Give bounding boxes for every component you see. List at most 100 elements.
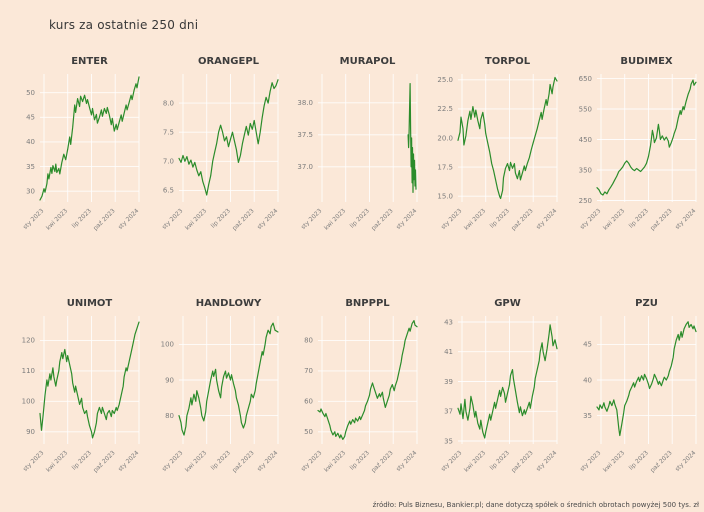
x-tick-label: paź 2023 [92,207,117,232]
y-tick-label: 37 [444,408,453,416]
chart-svg-unimot: 120 110 100 90 sty 2023 kwi 2023 lip 2023 paź 2… [22,298,141,474]
x-tick-label: kwi 2023 [45,207,69,231]
x-tick-label: paź 2023 [649,207,674,232]
y-tick-label: 37.5 [298,131,314,139]
x-tick-label: sty 2023 [300,207,324,231]
y-tick-label: 20.0 [437,134,453,142]
price-line [456,76,558,200]
y-tick-label: 50 [304,428,313,436]
x-tick-label: lip 2023 [210,207,232,229]
x-tick-label: sty 2023 [161,449,185,473]
price-line [39,76,140,201]
x-tick-label: kwi 2023 [602,449,626,473]
y-tick-label: 39 [444,378,453,386]
chart-svg-enter: 50 45 40 35 30 sty 2023 kwi 2023 lip 2023 paź 20… [22,56,141,232]
chart-title: GPW [494,298,521,309]
x-tick-label: sty 2023 [22,449,46,473]
y-tick-label: 8.0 [163,99,174,107]
chart-title: BUDIMEX [620,56,673,67]
x-tick-label: kwi 2023 [463,207,487,231]
x-tick-label: paź 2023 [649,449,674,474]
chart-panel-handlowy: 100 90 80 sty 2023 kwi 2023 lip 2023 paź 2023 s… [145,294,284,480]
price-line [178,79,279,196]
x-tick-label: kwi 2023 [463,449,487,473]
chart-panel-gpw: 43 41 39 37 35 sty 2023 kwi 2023 lip 2023 paź 20… [424,294,563,480]
y-tick-label: 15.0 [437,193,453,201]
chart-panel-murapol: 38.0 37.5 37.0 sty 2023 kwi 2023 lip 2023 paź … [284,52,423,238]
price-line [596,321,697,437]
x-tick-label: sty 2023 [439,207,463,231]
chart-title: ENTER [71,56,108,67]
x-tick-label: kwi 2023 [184,449,208,473]
x-tick-label: sty 2023 [300,449,324,473]
x-tick-label: lip 2023 [628,207,650,229]
y-tick-label: 35 [26,163,35,171]
x-tick-label: sty 2023 [161,207,185,231]
chart-panel-enter: 50 45 40 35 30 sty 2023 kwi 2023 lip 2023 paź 20… [6,52,145,238]
x-tick-label: kwi 2023 [602,207,626,231]
y-tick-label: 25.0 [437,76,453,84]
chart-svg-torpol: 25.0 22.5 20.0 17.5 15.0 sty 2023 kwi 2023 lip … [437,56,558,232]
y-tick-label: 650 [578,75,591,83]
y-tick-label: 120 [22,337,35,345]
x-tick-label: paź 2023 [510,449,535,474]
chart-panel-budimex: 650 550 450 350 250 sty 2023 kwi 2023 lip 2023 p… [563,52,702,238]
y-tick-label: 50 [26,89,35,97]
y-tick-label: 40 [583,376,592,384]
chart-title: TORPOL [484,56,530,67]
x-tick-label: kwi 2023 [323,207,347,231]
price-line [178,322,279,436]
x-tick-label: lip 2023 [349,207,371,229]
y-tick-label: 100 [22,398,35,406]
y-tick-label: 45 [583,341,592,349]
y-tick-label: 35 [444,437,453,445]
y-tick-label: 100 [161,341,174,349]
chart-svg-bnpppl: 80 70 60 50 sty 2023 kwi 2023 lip 2023 paź 2023… [300,298,419,474]
x-tick-label: sty 2023 [579,449,603,473]
x-tick-label: kwi 2023 [45,449,69,473]
y-tick-label: 250 [578,197,591,205]
chart-title: MURAPOL [340,56,396,67]
y-tick-label: 7.0 [163,158,174,166]
x-tick-label: lip 2023 [349,449,371,471]
y-tick-label: 80 [304,337,313,345]
chart-title: PZU [635,298,658,309]
x-tick-label: sty 2023 [22,207,46,231]
chart-svg-orangepl: 8.0 7.5 7.0 6.5 sty 2023 kwi 2023 lip 2023 paź … [161,56,280,232]
y-tick-label: 110 [22,367,35,375]
price-line [39,321,140,439]
x-tick-label: lip 2023 [71,449,93,471]
chart-svg-gpw: 43 41 39 37 35 sty 2023 kwi 2023 lip 2023 paź 20… [439,298,558,474]
y-tick-label: 6.5 [163,187,174,195]
price-line [317,320,418,440]
y-tick-label: 350 [578,166,591,174]
x-tick-label: lip 2023 [210,449,232,471]
x-tick-label: paź 2023 [231,207,256,232]
y-tick-label: 35 [583,412,592,420]
chart-title: HANDLOWY [196,298,262,309]
x-tick-label: paź 2023 [92,449,117,474]
chart-svg-handlowy: 100 90 80 sty 2023 kwi 2023 lip 2023 paź 2023 s… [161,298,280,474]
y-tick-label: 7.5 [163,129,174,137]
x-tick-label: sty 2024 [395,449,419,473]
y-tick-label: 450 [578,136,591,144]
page-title: kurs za ostatnie 250 dni [49,18,199,32]
y-tick-label: 550 [578,105,591,113]
chart-panel-unimot: 120 110 100 90 sty 2023 kwi 2023 lip 2023 paź 2… [6,294,145,480]
source-caption: źródło: Puls Biznesu, Bankier.pl; dane d… [372,501,699,509]
x-tick-label: lip 2023 [71,207,93,229]
x-tick-label: sty 2024 [674,207,698,231]
y-tick-label: 45 [26,114,35,122]
y-tick-label: 17.5 [437,163,453,171]
y-tick-label: 70 [304,367,313,375]
y-tick-label: 41 [444,348,453,356]
y-tick-label: 22.5 [437,105,453,113]
charts-grid: 50 45 40 35 30 sty 2023 kwi 2023 lip 2023 paź 20… [6,52,702,480]
y-tick-label: 60 [304,398,313,406]
y-tick-label: 40 [26,138,35,146]
chart-title: UNIMOT [67,298,113,309]
y-tick-label: 37.0 [298,163,314,171]
x-tick-label: paź 2023 [370,207,395,232]
x-tick-label: paź 2023 [510,207,535,232]
